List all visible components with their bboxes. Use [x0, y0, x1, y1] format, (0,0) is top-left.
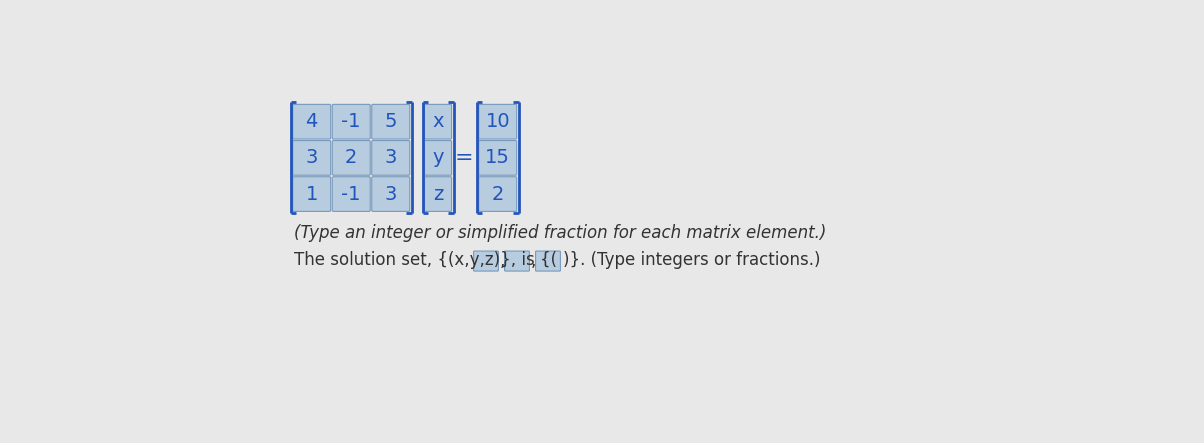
Text: 3: 3	[384, 148, 397, 167]
Text: -1: -1	[342, 185, 361, 204]
Text: 15: 15	[485, 148, 510, 167]
Text: -1: -1	[342, 112, 361, 131]
FancyBboxPatch shape	[372, 177, 409, 211]
Text: ,: ,	[500, 252, 504, 270]
Text: 10: 10	[485, 112, 510, 131]
Text: z: z	[432, 185, 443, 204]
FancyBboxPatch shape	[425, 105, 452, 139]
Text: (Type an integer or simplified fraction for each matrix element.): (Type an integer or simplified fraction …	[294, 224, 826, 242]
FancyBboxPatch shape	[425, 177, 452, 211]
FancyBboxPatch shape	[372, 140, 409, 175]
FancyBboxPatch shape	[332, 140, 370, 175]
Text: 3: 3	[306, 148, 318, 167]
Text: )}. (Type integers or fractions.): )}. (Type integers or fractions.)	[562, 251, 820, 269]
FancyBboxPatch shape	[332, 105, 370, 139]
FancyBboxPatch shape	[473, 251, 498, 271]
Text: 1: 1	[306, 185, 318, 204]
Text: =: =	[455, 148, 473, 168]
Text: 3: 3	[384, 185, 397, 204]
FancyBboxPatch shape	[293, 140, 331, 175]
Text: 2: 2	[346, 148, 358, 167]
Text: 5: 5	[384, 112, 397, 131]
FancyBboxPatch shape	[293, 105, 331, 139]
Text: x: x	[432, 112, 444, 131]
FancyBboxPatch shape	[425, 140, 452, 175]
FancyBboxPatch shape	[479, 140, 517, 175]
Text: ,: ,	[530, 252, 536, 270]
FancyBboxPatch shape	[479, 177, 517, 211]
Text: The solution set, {(x,y,z)}, is {(: The solution set, {(x,y,z)}, is {(	[294, 251, 557, 269]
FancyBboxPatch shape	[504, 251, 530, 271]
Text: y: y	[432, 148, 444, 167]
FancyBboxPatch shape	[332, 177, 370, 211]
FancyBboxPatch shape	[293, 177, 331, 211]
FancyBboxPatch shape	[479, 105, 517, 139]
Text: 2: 2	[491, 185, 504, 204]
Text: 4: 4	[306, 112, 318, 131]
FancyBboxPatch shape	[372, 105, 409, 139]
FancyBboxPatch shape	[536, 251, 560, 271]
